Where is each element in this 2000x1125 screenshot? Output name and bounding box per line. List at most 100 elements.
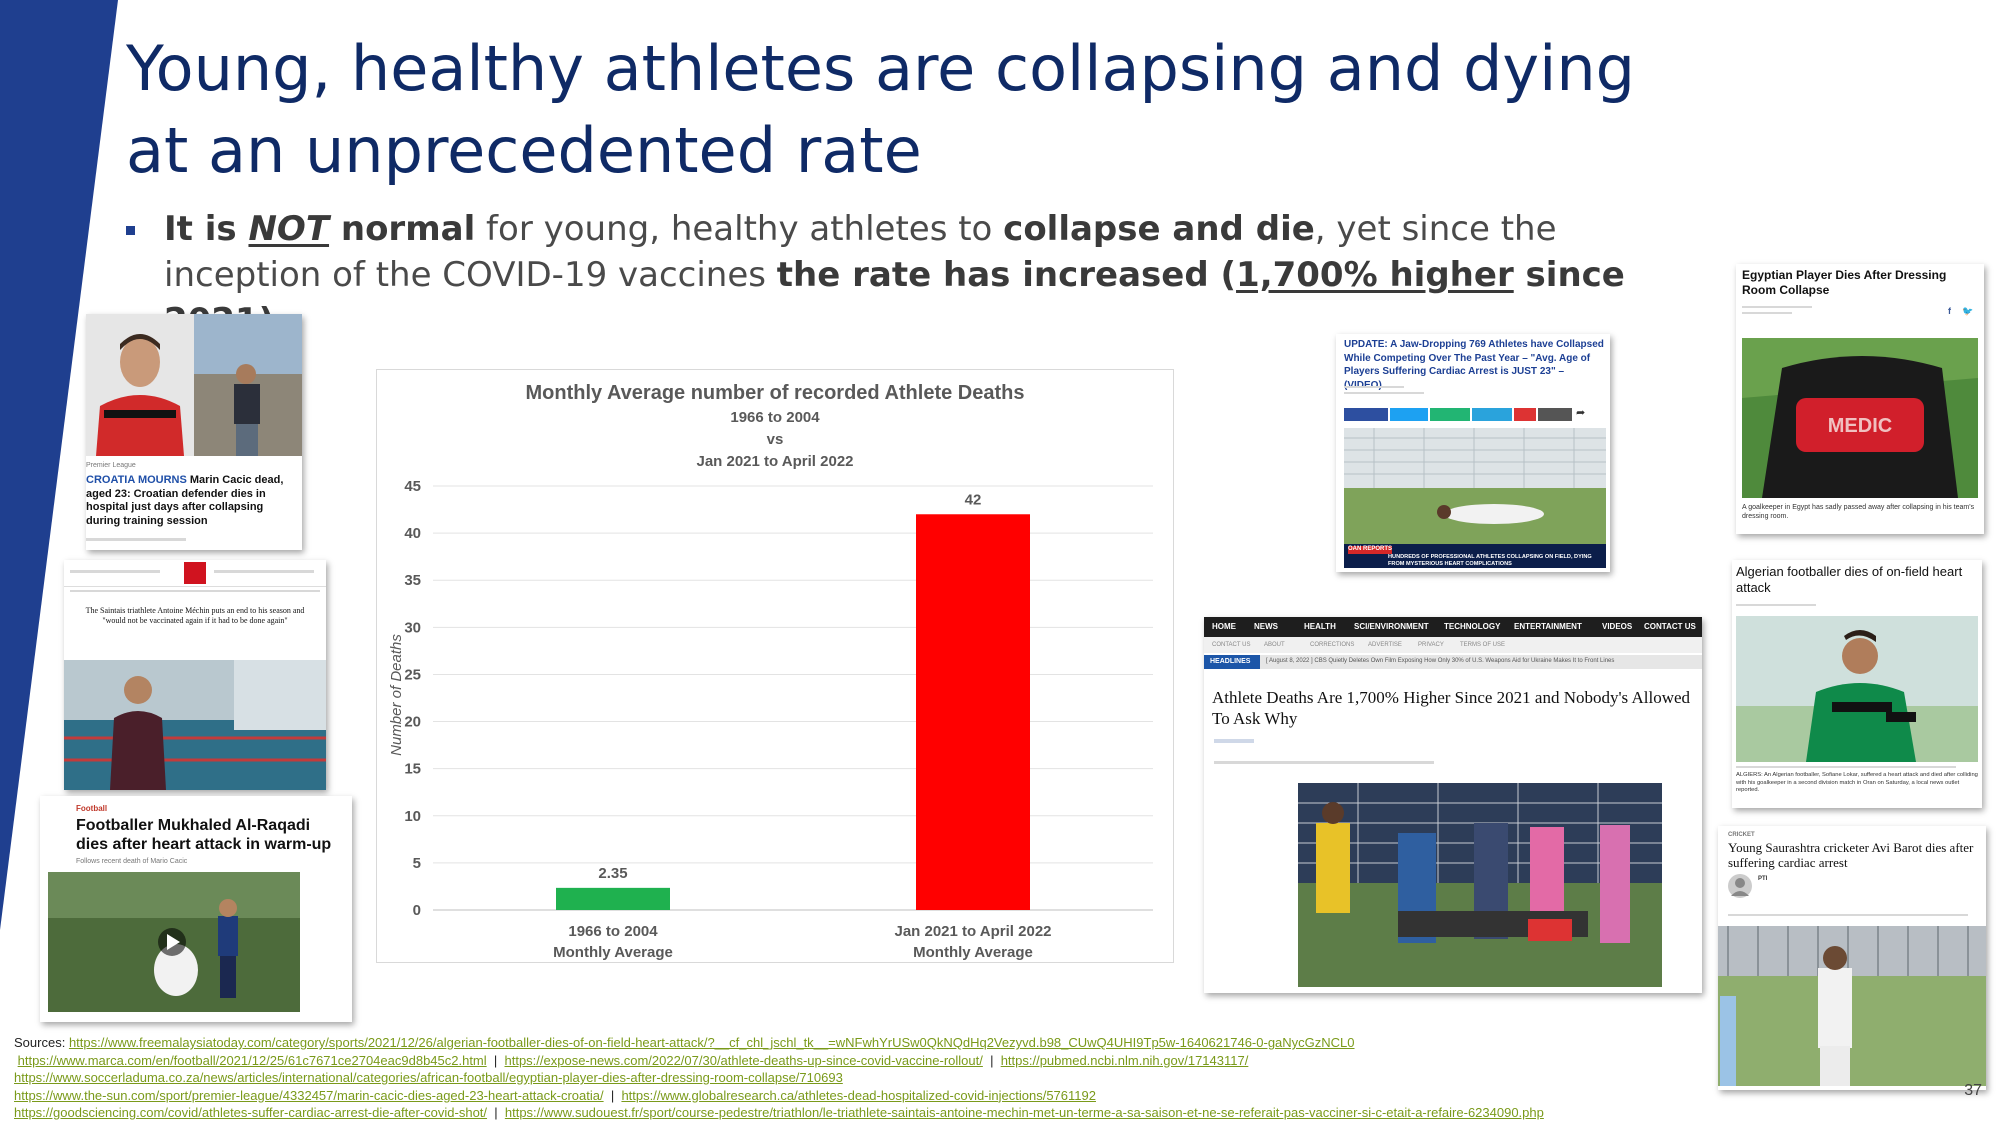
expose-ticker: [ August 8, 2022 ] CBS Quietly Deletes O… — [1266, 658, 1615, 664]
expose-subnav: CONTACT US ABOUT CORRECTIONS ADVERTISE P… — [1204, 637, 1702, 653]
update-banner-tag: OAN REPORTS — [1348, 546, 1393, 552]
chart-y-tick-label: 10 — [404, 808, 421, 825]
source-link[interactable]: https://www.soccerladuma.co.za/news/arti… — [14, 1070, 843, 1085]
chart-y-tick-label: 45 — [404, 478, 421, 495]
bullet-text-5: collapse and die — [1003, 209, 1315, 249]
barot-headline: Young Saurashtra cricketer Avi Barot die… — [1728, 840, 1974, 870]
bullet-text-3: normal — [329, 209, 476, 249]
chart-data-label: 2.35 — [598, 865, 627, 882]
chart-x-tick-label: Jan 2021 to April 2022 — [894, 923, 1051, 940]
expose-nav-bar: HOME NEWS HEALTH SCI/ENVIRONMENT TECHNOL… — [1204, 617, 1702, 637]
chart-bar — [916, 514, 1030, 910]
expose-nav-sci[interactable]: SCI/ENVIRONMENT — [1354, 622, 1429, 631]
bar-chart: Monthly Average number of recorded Athle… — [376, 369, 1174, 963]
chart-y-tick-label: 40 — [404, 525, 421, 542]
author-avatar — [1728, 874, 1752, 898]
mechin-headline: The Saintais triathlete Antoine Méchin p… — [85, 606, 305, 625]
expose-photo — [1298, 783, 1662, 987]
source-link[interactable]: https://goodsciencing.com/covid/athletes… — [14, 1105, 488, 1120]
chart-y-tick-label: 35 — [404, 572, 421, 589]
expose-nav-tech[interactable]: TECHNOLOGY — [1444, 622, 1501, 631]
chart-data-label: 42 — [965, 491, 982, 508]
algeria-photo — [1736, 616, 1978, 762]
expose-nav-news[interactable]: NEWS — [1254, 622, 1278, 631]
chart-subtitle-3: Jan 2021 to April 2022 — [696, 453, 853, 470]
chart-x-tick-label: Monthly Average — [553, 944, 673, 961]
article-card-barot[interactable]: CRICKET Young Saurashtra cricketer Avi B… — [1718, 826, 1986, 1090]
update-share-bar: ➦ — [1344, 407, 1604, 421]
egypt-bag-label: MEDIC — [1828, 415, 1892, 437]
bullet-text-6: , yet since the inception of the COVID-1… — [164, 209, 1557, 295]
source-link[interactable]: https://www.globalresearch.ca/athletes-d… — [621, 1087, 1096, 1103]
article-card-mechin[interactable]: The Saintais triathlete Antoine Méchin p… — [64, 560, 326, 790]
egypt-caption: A goalkeeper in Egypt has sadly passed a… — [1742, 504, 1975, 520]
source-link[interactable]: https://www.the-sun.com/sport/premier-le… — [14, 1087, 604, 1103]
bullet-text-not: NOT — [248, 209, 330, 249]
update-headline: UPDATE: A Jaw-Dropping 769 Athletes have… — [1344, 339, 1604, 391]
twitter-icon[interactable]: 🐦 — [1962, 306, 1974, 316]
chart-svg: Monthly Average number of recorded Athle… — [388, 382, 1153, 961]
cacic-headline: CROATIA MOURNS Marin Cacic dead, aged 23… — [86, 474, 284, 527]
egypt-headline: Egyptian Player Dies After Dressing Room… — [1742, 268, 1947, 297]
barot-photo — [1718, 926, 1986, 1086]
chart-title: Monthly Average number of recorded Athle… — [526, 382, 1025, 404]
facebook-icon[interactable]: f — [1948, 306, 1951, 316]
raqadi-video-thumbnail[interactable] — [48, 872, 300, 1012]
chart-y-tick-label: 25 — [404, 666, 421, 683]
mechin-photo — [64, 660, 326, 790]
sources-label: Sources: — [14, 1035, 66, 1050]
bullet-point: It is NOT normal for young, healthy athl… — [126, 206, 1626, 344]
barot-source: PTI — [1758, 876, 1768, 882]
expose-nav-home[interactable]: HOME — [1212, 622, 1236, 631]
egypt-photo: MEDIC — [1742, 338, 1978, 498]
article-card-cacic[interactable]: Premier League CROATIA MOURNS Marin Caci… — [86, 314, 302, 550]
update-photo — [1344, 428, 1606, 568]
bullet-text-1700: 1,700% higher — [1236, 255, 1514, 295]
share-arrow-icon: ➦ — [1576, 407, 1586, 419]
cacic-kicker: Premier League — [86, 462, 136, 469]
chart-bar — [556, 887, 670, 910]
article-card-egypt[interactable]: Egyptian Player Dies After Dressing Room… — [1736, 264, 1984, 534]
article-card-expose[interactable]: HOME NEWS HEALTH SCI/ENVIRONMENT TECHNOL… — [1204, 617, 1702, 993]
source-link[interactable]: https://pubmed.ncbi.nlm.nih.gov/17143117… — [1000, 1052, 1249, 1068]
sources-footer: Sources: https://www.freemalaysiatoday.c… — [14, 1035, 1544, 1120]
raqadi-headline: Footballer Mukhaled Al-Raqadi dies after… — [76, 817, 332, 853]
expose-nav-health[interactable]: HEALTH — [1304, 622, 1336, 631]
chart-y-tick-label: 30 — [404, 619, 421, 636]
expose-nav-contact[interactable]: CONTACT US — [1644, 622, 1696, 631]
raqadi-kicker: Football — [76, 804, 108, 813]
expose-headline: Athlete Deaths Are 1,700% Higher Since 2… — [1212, 688, 1691, 728]
bullet-text-4: for young, healthy athletes to — [475, 209, 1004, 249]
source-link[interactable]: https://www.marca.com/en/football/2021/1… — [17, 1052, 487, 1068]
article-card-algeria[interactable]: Algerian footballer dies of on-field hea… — [1732, 560, 1982, 808]
bullet-text-7: the rate has increased ( — [776, 255, 1237, 295]
algeria-headline: Algerian footballer dies of on-field hea… — [1736, 564, 1963, 595]
chart-y-tick-label: 0 — [413, 902, 421, 919]
raqadi-sub: Follows recent death of Mario Cacic — [76, 858, 188, 865]
article-card-raqadi[interactable]: Football Footballer Mukhaled Al-Raqadi d… — [40, 796, 352, 1022]
chart-x-tick-label: Monthly Average — [913, 944, 1033, 961]
expose-headlines-tag: HEADLINES — [1204, 655, 1260, 669]
slide-title: Young, healthy athletes are collapsing a… — [126, 32, 1635, 187]
expose-nav-videos[interactable]: VIDEOS — [1602, 622, 1633, 631]
chart-x-tick-label: 1966 to 2004 — [568, 923, 658, 940]
barot-kicker: CRICKET — [1728, 832, 1755, 838]
article-card-update[interactable]: UPDATE: A Jaw-Dropping 769 Athletes have… — [1336, 334, 1610, 572]
bullet-text-1: It is — [164, 209, 249, 249]
source-link[interactable]: https://www.freemalaysiatoday.com/catego… — [68, 1035, 1355, 1050]
bullet-square-icon — [126, 226, 135, 235]
chart-y-tick-label: 15 — [404, 761, 421, 778]
page-number: 37 — [1964, 1082, 1982, 1099]
chart-subtitle-1: 1966 to 2004 — [730, 409, 820, 426]
algeria-caption: ALGIERS: An Algerian footballer, Sofiane… — [1736, 772, 1978, 793]
expose-nav-ent[interactable]: ENTERTAINMENT — [1514, 622, 1582, 631]
chart-subtitle-2: vs — [767, 431, 784, 448]
source-link[interactable]: https://www.sudouest.fr/sport/course-ped… — [504, 1105, 1544, 1120]
chart-y-tick-label: 20 — [404, 714, 421, 731]
source-link[interactable]: https://expose-news.com/2022/07/30/athle… — [504, 1052, 983, 1068]
cacic-photo — [86, 314, 302, 456]
chart-y-tick-label: 5 — [413, 855, 421, 872]
update-banner: HUNDREDS OF PROFESSIONAL ATHLETES COLLAP… — [1388, 554, 1592, 567]
chart-y-axis-label: Number of Deaths — [388, 634, 405, 756]
